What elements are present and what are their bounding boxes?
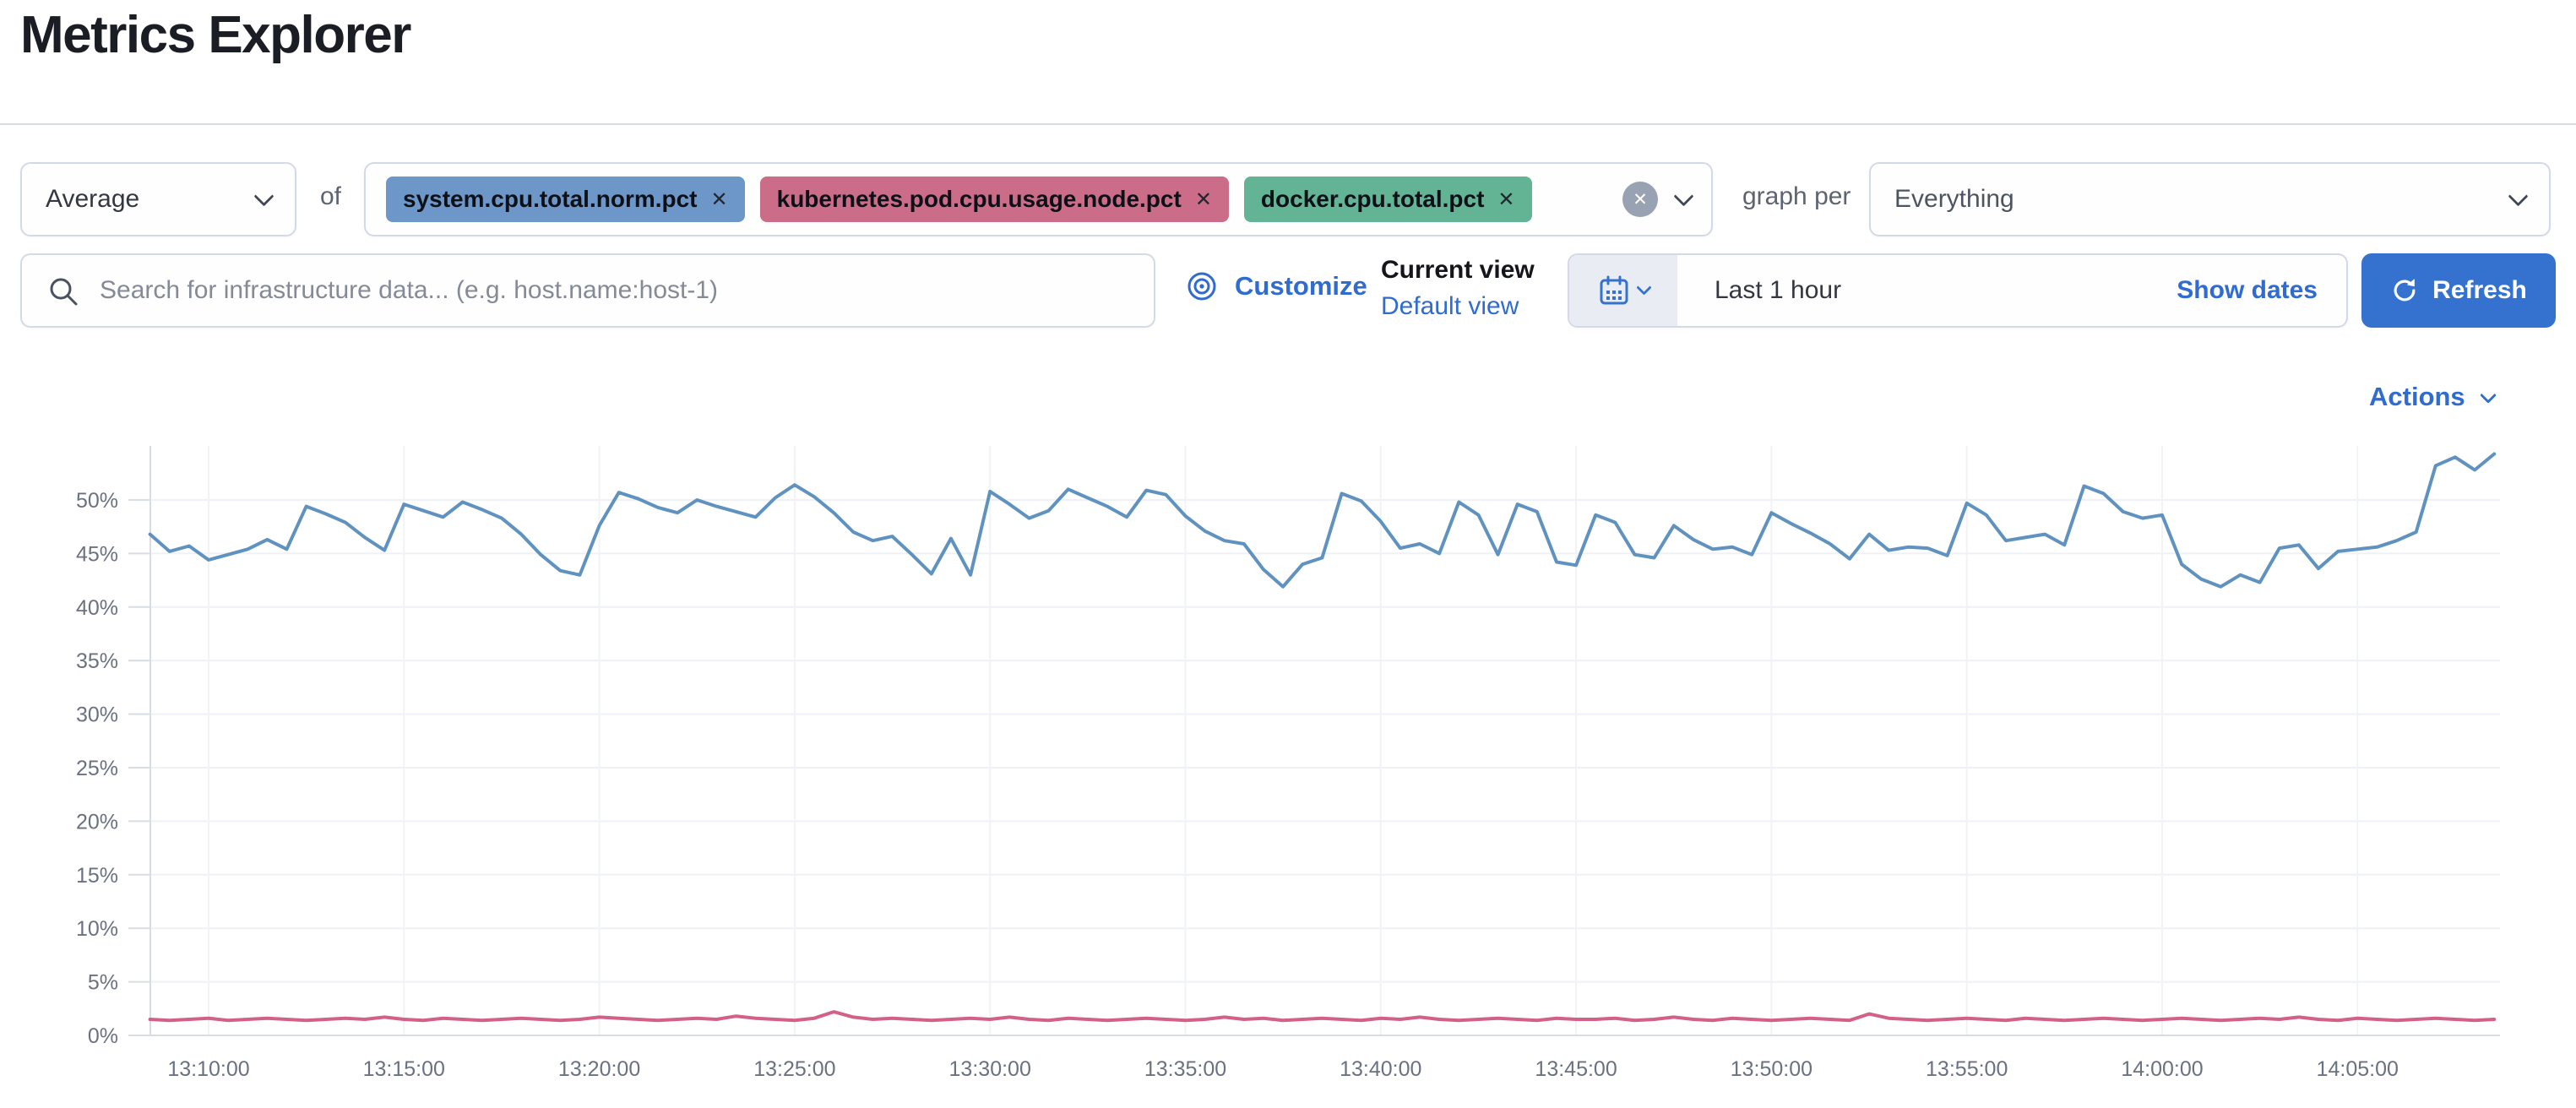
actions-menu-button[interactable]: Actions — [2369, 382, 2497, 412]
svg-text:13:15:00: 13:15:00 — [363, 1057, 445, 1081]
aggregation-select[interactable]: Average — [20, 162, 296, 236]
search-input[interactable] — [22, 255, 1154, 326]
customize-button[interactable]: Customize — [1184, 269, 1367, 304]
svg-text:0%: 0% — [88, 1024, 118, 1048]
svg-text:14:05:00: 14:05:00 — [2317, 1057, 2399, 1081]
chevron-down-icon[interactable] — [1673, 186, 1694, 207]
refresh-button[interactable]: Refresh — [2361, 253, 2556, 328]
chevron-down-icon — [1635, 280, 1652, 296]
metric-tag-label: kubernetes.pod.cpu.usage.node.pct — [776, 186, 1182, 212]
svg-text:13:10:00: 13:10:00 — [167, 1057, 249, 1081]
actions-label: Actions — [2369, 382, 2465, 411]
svg-text:13:40:00: 13:40:00 — [1340, 1057, 1421, 1081]
of-label: of — [320, 182, 342, 210]
graph-per-value: Everything — [1894, 185, 2014, 213]
svg-text:45%: 45% — [76, 542, 118, 566]
search-icon — [50, 278, 78, 306]
svg-text:13:35:00: 13:35:00 — [1144, 1057, 1226, 1081]
svg-text:5%: 5% — [88, 971, 118, 995]
chevron-down-icon — [253, 186, 274, 207]
calendar-icon — [1600, 275, 1628, 305]
chevron-down-icon — [2508, 186, 2529, 207]
date-quick-select-button[interactable] — [1569, 255, 1677, 326]
graph-per-select[interactable]: Everything — [1869, 162, 2551, 236]
metrics-chart[interactable]: 0% 5% 10% 15% 20% 25% 30% 35% 40% 45% 50% 13:10:00 1… — [0, 422, 2576, 1108]
svg-text:20%: 20% — [76, 810, 118, 834]
metric-tag-docker-cpu[interactable]: docker.cpu.total.pct ✕ — [1243, 177, 1532, 222]
time-range-value[interactable]: Last 1 hour — [1715, 276, 1842, 304]
svg-text:13:30:00: 13:30:00 — [949, 1057, 1031, 1081]
graph-per-label: graph per — [1742, 182, 1851, 210]
svg-text:25%: 25% — [76, 757, 118, 780]
metric-tag-label: system.cpu.total.norm.pct — [403, 186, 698, 212]
page-title: Metrics Explorer — [20, 6, 411, 64]
metric-tag-system-cpu[interactable]: system.cpu.total.norm.pct ✕ — [386, 177, 745, 222]
customize-label: Customize — [1235, 271, 1367, 301]
chevron-down-icon — [2479, 387, 2497, 404]
remove-metric-icon[interactable]: ✕ — [1194, 187, 1212, 211]
svg-text:40%: 40% — [76, 596, 118, 620]
eye-icon — [1187, 272, 1216, 301]
svg-text:50%: 50% — [76, 489, 118, 513]
metrics-combobox[interactable]: system.cpu.total.norm.pct ✕ kubernetes.p… — [364, 162, 1713, 236]
svg-text:30%: 30% — [76, 703, 118, 727]
svg-text:35%: 35% — [76, 649, 118, 673]
svg-text:13:45:00: 13:45:00 — [1535, 1057, 1617, 1081]
svg-text:15%: 15% — [76, 864, 118, 888]
refresh-label: Refresh — [2432, 276, 2527, 304]
svg-text:14:00:00: 14:00:00 — [2121, 1057, 2203, 1081]
series-average-cpu-usage-pct — [148, 452, 2497, 589]
default-view-link[interactable]: Default view — [1381, 292, 1519, 320]
remove-metric-icon[interactable]: ✕ — [710, 187, 728, 211]
view-switcher: Current view Default view — [1381, 256, 1535, 321]
svg-text:13:55:00: 13:55:00 — [1926, 1057, 2008, 1081]
show-dates-link[interactable]: Show dates — [2177, 276, 2318, 304]
refresh-icon — [2394, 279, 2416, 301]
header-divider — [0, 123, 2576, 125]
svg-text:10%: 10% — [76, 917, 118, 941]
date-picker: Last 1 hour Show dates — [1568, 253, 2348, 328]
svg-text:13:20:00: 13:20:00 — [558, 1057, 640, 1081]
series-average-pod-cpu-usage-pct — [148, 1010, 2497, 1023]
aggregation-value: Average — [46, 185, 140, 213]
svg-text:13:25:00: 13:25:00 — [753, 1057, 835, 1081]
remove-metric-icon[interactable]: ✕ — [1497, 187, 1515, 211]
clear-all-metrics-icon[interactable]: ✕ — [1622, 182, 1658, 217]
metric-tag-label: docker.cpu.total.pct — [1260, 186, 1485, 212]
current-view-label: Current view — [1381, 256, 1535, 284]
metric-tag-kubernetes-pod-cpu[interactable]: kubernetes.pod.cpu.usage.node.pct ✕ — [759, 177, 1229, 222]
search-bar — [20, 253, 1155, 328]
svg-text:13:50:00: 13:50:00 — [1731, 1057, 1812, 1081]
